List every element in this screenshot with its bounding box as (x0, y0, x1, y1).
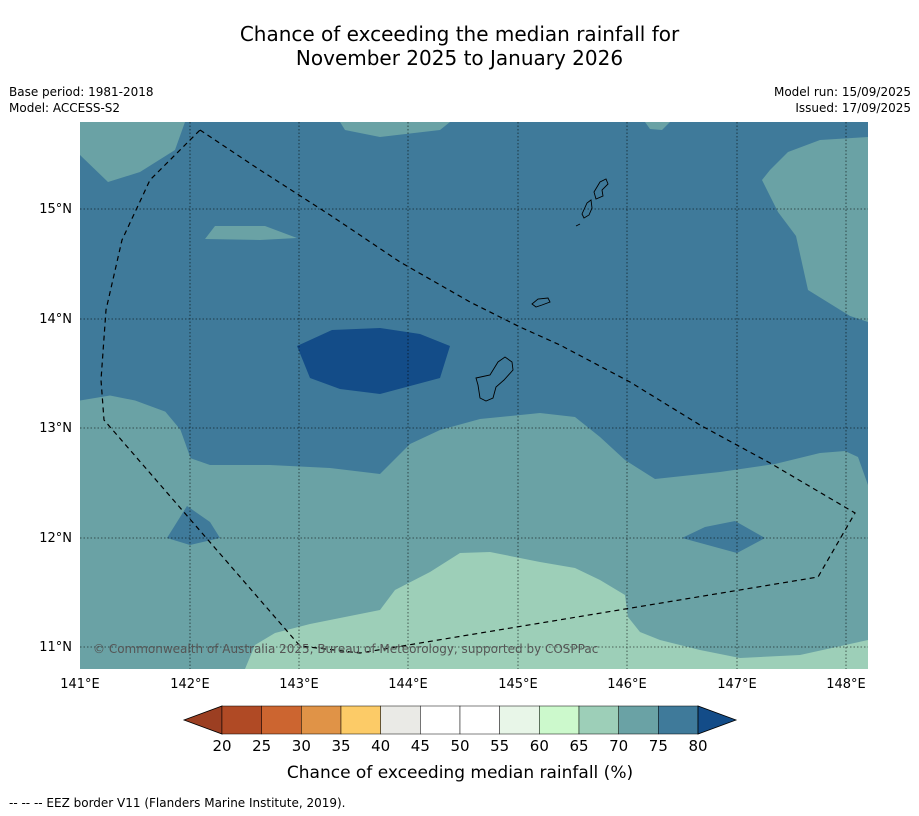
island-guam (475, 356, 514, 402)
chart-title: Chance of exceeding the median rainfall … (0, 22, 919, 70)
colorbar-tick-label: 45 (411, 737, 430, 755)
lat-tick-label: 13°N (39, 421, 72, 436)
lat-tick-labels: 15°N 14°N 13°N 12°N 11°N (39, 202, 72, 655)
colorbar-segment (221, 705, 262, 735)
copyright-text: © Commonwealth of Australia 2025, Bureau… (93, 642, 598, 656)
colorbar-segment (420, 705, 461, 735)
colorbar-tick-label: 35 (331, 737, 350, 755)
contour-75-80-sw-patch (167, 506, 220, 545)
lat-tick-label: 15°N (39, 202, 72, 217)
colorbar-tick-label: 75 (649, 737, 668, 755)
colorbar-segment (340, 705, 381, 735)
contour-70-75-east (762, 137, 868, 322)
base-period: Base period: 1981-2018 (9, 85, 154, 99)
lon-tick-labels: 141°E 142°E 143°E 144°E 145°E 146°E 147°… (60, 677, 866, 692)
contour-75-80-se-patch (682, 521, 765, 553)
model-name: Model: ACCESS-S2 (9, 101, 121, 115)
colorbar-tick-label: 60 (530, 737, 549, 755)
colorbar-segment (459, 705, 500, 735)
lon-tick-label: 143°E (279, 677, 319, 692)
colorbar-tick-label: 55 (490, 737, 509, 755)
contour-70-75-north (340, 122, 450, 137)
lon-tick-label: 141°E (60, 677, 100, 692)
colorbar-tick-label: 40 (371, 737, 390, 755)
lat-tick-label: 14°N (39, 312, 72, 327)
colorbar-extend-high (697, 705, 738, 735)
colorbar-tick-label: 25 (252, 737, 271, 755)
colorbar-tick-label: 65 (569, 737, 588, 755)
lon-tick-label: 144°E (388, 677, 428, 692)
contour-70-75-south (80, 396, 868, 669)
contour-above-80 (297, 328, 450, 394)
meta-left: Base period: 1981-2018 Model: ACCESS-S2 (9, 84, 154, 116)
colorbar-segment (618, 705, 659, 735)
colorbar-tick-label: 70 (609, 737, 628, 755)
issued-date: Issued: 17/09/2025 (795, 101, 911, 115)
colorbar-segment (301, 705, 342, 735)
contour-70-75-nw (80, 122, 185, 182)
colorbar-segment (380, 705, 421, 735)
colorbar-segment (539, 705, 580, 735)
colorbar-segment (499, 705, 540, 735)
colorbar-tick-label: 50 (450, 737, 469, 755)
island-aguijan (575, 223, 581, 227)
contour-70-75-north-small (645, 122, 670, 130)
lon-tick-label: 146°E (607, 677, 647, 692)
contour-65-70-south (245, 552, 868, 669)
model-run: Model run: 15/09/2025 (773, 85, 911, 99)
lon-tick-label: 142°E (170, 677, 210, 692)
footnote: -- -- -- EEZ border V11 (Flanders Marine… (9, 796, 346, 810)
island-tinian (581, 199, 593, 219)
meta-right: Model run: 15/09/2025 Issued: 17/09/2025 (774, 84, 911, 116)
map-area (80, 122, 868, 669)
title-line-2: November 2025 to January 2026 (295, 46, 624, 70)
eez-border (100, 129, 856, 654)
colorbar-segment (261, 705, 302, 735)
lon-tick-label: 145°E (498, 677, 538, 692)
lon-tick-label: 147°E (717, 677, 757, 692)
colorbar-segment (658, 705, 699, 735)
colorbar-tick-label: 30 (292, 737, 311, 755)
islands (475, 178, 609, 402)
island-rota (531, 297, 551, 308)
lat-tick-label: 12°N (39, 531, 72, 546)
gridlines (80, 122, 868, 669)
colorbar-label: Chance of exceeding median rainfall (%) (287, 763, 633, 783)
island-saipan (593, 178, 609, 200)
title-line-1: Chance of exceeding the median rainfall … (239, 22, 680, 46)
colorbar-tick-label: 20 (212, 737, 231, 755)
contour-70-75-patch (205, 226, 297, 240)
colorbar-extend-low (182, 705, 223, 735)
colorbar-tick-label: 80 (688, 737, 707, 755)
colorbar: 20 25 30 35 40 45 50 55 60 65 70 75 80 (182, 705, 738, 755)
colorbar-segment (578, 705, 619, 735)
lat-tick-label: 11°N (39, 640, 72, 655)
lon-tick-label: 148°E (826, 677, 866, 692)
